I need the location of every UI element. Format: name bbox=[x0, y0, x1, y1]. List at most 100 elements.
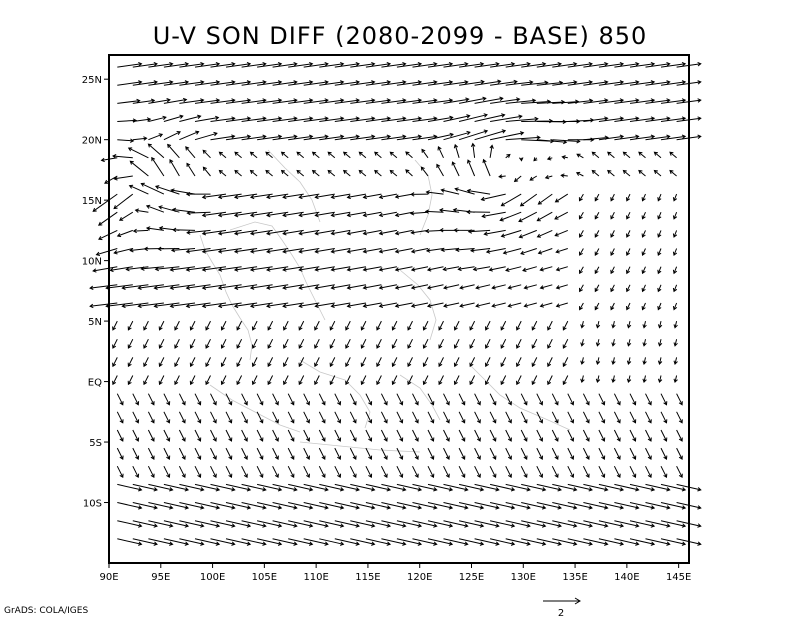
wind-vector bbox=[672, 230, 678, 238]
wind-vector bbox=[225, 80, 252, 86]
wind-vector bbox=[407, 320, 413, 331]
wind-vector bbox=[186, 162, 196, 177]
wind-vector bbox=[241, 98, 267, 104]
wind-vector bbox=[638, 169, 646, 177]
wind-vector bbox=[236, 357, 243, 368]
wind-vector bbox=[437, 146, 444, 159]
wind-vector bbox=[365, 502, 392, 510]
wind-vector bbox=[210, 80, 236, 86]
wind-vector bbox=[551, 465, 559, 479]
wind-vector bbox=[561, 155, 568, 160]
wind-vector bbox=[158, 338, 165, 349]
wind-vector bbox=[163, 61, 190, 68]
wind-vector bbox=[303, 483, 329, 492]
wind-vector bbox=[396, 80, 423, 86]
wind-vector bbox=[251, 375, 258, 386]
wind-vector bbox=[132, 483, 158, 492]
wind-vector bbox=[194, 411, 202, 424]
x-tick-label: 135E bbox=[562, 572, 587, 583]
wind-vector bbox=[560, 173, 568, 178]
wind-vector bbox=[505, 61, 531, 68]
wind-vector bbox=[443, 114, 471, 122]
wind-vector bbox=[256, 538, 283, 546]
wind-vector bbox=[186, 229, 211, 235]
wind-vector bbox=[225, 61, 252, 68]
wind-vector bbox=[147, 429, 155, 442]
wind-vector bbox=[516, 320, 522, 331]
wind-vector bbox=[427, 447, 435, 460]
wind-vector bbox=[551, 429, 559, 442]
wind-vector bbox=[607, 169, 615, 177]
wind-vector bbox=[233, 229, 258, 236]
wind-vector bbox=[148, 133, 164, 141]
wind-vector bbox=[491, 302, 506, 308]
wind-vector bbox=[458, 429, 466, 442]
wind-vector bbox=[330, 284, 351, 290]
wind-vector bbox=[505, 80, 534, 86]
wind-vector bbox=[520, 447, 528, 460]
wind-vector bbox=[362, 229, 382, 236]
wind-vector bbox=[426, 302, 444, 308]
wind-vector bbox=[438, 375, 444, 386]
wind-vector bbox=[539, 302, 553, 308]
wind-vector bbox=[641, 248, 646, 256]
wind-vector bbox=[673, 339, 678, 347]
wind-vector bbox=[174, 375, 180, 386]
wind-vector bbox=[205, 375, 211, 386]
wind-vector bbox=[112, 320, 118, 331]
wind-vector bbox=[567, 502, 593, 510]
wind-vector bbox=[257, 116, 283, 122]
wind-vector bbox=[376, 320, 382, 331]
wind-vector bbox=[412, 429, 419, 442]
wind-vector bbox=[676, 411, 683, 424]
wind-vector bbox=[282, 302, 304, 309]
wind-vector bbox=[272, 538, 298, 546]
wind-vector bbox=[380, 429, 388, 442]
wind-vector bbox=[314, 302, 335, 308]
wind-vector bbox=[660, 465, 668, 479]
wind-vector bbox=[380, 411, 388, 424]
wind-vector bbox=[349, 411, 357, 424]
wind-vector bbox=[412, 502, 438, 510]
wind-vector bbox=[669, 151, 677, 159]
wind-vector bbox=[342, 169, 351, 177]
wind-vector bbox=[298, 375, 305, 386]
wind-vector bbox=[626, 284, 631, 293]
wind-vector bbox=[298, 211, 320, 218]
wind-vector bbox=[376, 357, 382, 368]
wind-vector bbox=[303, 502, 329, 510]
wind-vector bbox=[520, 248, 537, 255]
wind-vector bbox=[129, 160, 149, 177]
wind-vector bbox=[143, 320, 149, 331]
wind-vector bbox=[158, 375, 165, 386]
wind-vector bbox=[283, 375, 289, 386]
wind-vector bbox=[132, 98, 156, 104]
wind-vector bbox=[132, 538, 158, 546]
wind-vector bbox=[551, 411, 559, 424]
wind-vector bbox=[673, 357, 678, 365]
wind-vector bbox=[611, 357, 616, 365]
wind-vector bbox=[427, 80, 454, 86]
wind-vector bbox=[483, 229, 506, 236]
wind-vector bbox=[241, 429, 248, 442]
wind-vector bbox=[360, 357, 367, 368]
wind-vector bbox=[443, 130, 471, 141]
wind-vector bbox=[582, 411, 590, 424]
wind-vector bbox=[163, 97, 188, 104]
wind-vector bbox=[536, 99, 566, 105]
wind-vector bbox=[282, 193, 304, 200]
wind-vector bbox=[453, 375, 460, 386]
wind-vector bbox=[453, 338, 460, 349]
wind-vector bbox=[121, 284, 149, 290]
wind-vector bbox=[580, 357, 585, 365]
wind-vector bbox=[272, 98, 298, 104]
wind-vector bbox=[349, 429, 357, 442]
wind-vector bbox=[350, 61, 376, 68]
wind-vector bbox=[425, 190, 444, 195]
wind-vector bbox=[137, 302, 164, 309]
wind-vector bbox=[595, 320, 601, 329]
wind-vector bbox=[172, 227, 196, 233]
wind-vector bbox=[458, 129, 489, 141]
wind-vector bbox=[660, 502, 687, 510]
wind-vector bbox=[389, 151, 398, 159]
